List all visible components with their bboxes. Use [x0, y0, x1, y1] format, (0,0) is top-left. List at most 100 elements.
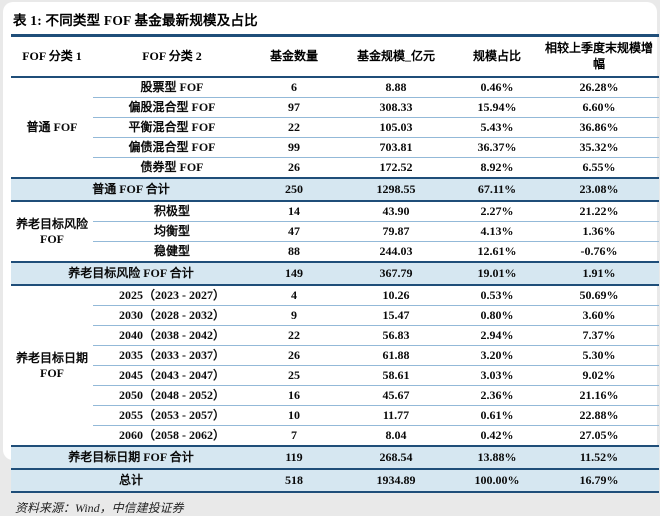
fund-count-cell: 26 — [251, 345, 337, 366]
growth-cell: -0.76% — [539, 241, 659, 263]
fund-scale-cell: 703.81 — [337, 137, 455, 158]
share-cell: 4.13% — [455, 221, 539, 242]
growth-cell: 22.88% — [539, 405, 659, 426]
share-cell: 2.36% — [455, 385, 539, 406]
fund-scale-cell: 1298.55 — [337, 177, 455, 203]
growth-cell: 5.30% — [539, 345, 659, 366]
growth-cell: 6.55% — [539, 157, 659, 179]
col-header-scale: 基金规模_亿元 — [337, 35, 455, 79]
fund-type-cell: 偏股混合型 FOF — [93, 97, 251, 118]
fund-scale-cell: 58.61 — [337, 365, 455, 386]
header-row: FOF 分类 1 FOF 分类 2 基金数量 基金规模_亿元 规模占比 相较上季… — [11, 35, 659, 79]
fund-type-cell: 偏债混合型 FOF — [93, 137, 251, 158]
share-cell: 0.42% — [455, 425, 539, 447]
fund-count-cell: 6 — [251, 76, 337, 98]
fund-scale-cell: 244.03 — [337, 241, 455, 263]
table-row: 平衡混合型 FOF 22 105.03 5.43% 36.86% — [11, 117, 659, 138]
growth-cell: 1.36% — [539, 221, 659, 242]
growth-cell: 23.08% — [539, 177, 659, 203]
table-row: 偏债混合型 FOF 99 703.81 36.37% 35.32% — [11, 137, 659, 158]
fund-scale-cell: 43.90 — [337, 200, 455, 222]
growth-cell: 9.02% — [539, 365, 659, 386]
fund-scale-cell: 8.04 — [337, 425, 455, 447]
table-title: 表 1: 不同类型 FOF 基金最新规模及占比 — [13, 13, 258, 28]
share-cell: 15.94% — [455, 97, 539, 118]
fund-scale-cell: 268.54 — [337, 445, 455, 471]
total-label-cell: 养老目标日期 FOF 合计 — [11, 445, 251, 471]
fund-scale-cell: 11.77 — [337, 405, 455, 426]
fund-scale-cell: 10.26 — [337, 284, 455, 306]
share-cell: 0.46% — [455, 76, 539, 98]
report-table-card: 表 1: 不同类型 FOF 基金最新规模及占比 FOF 分类 1 FOF 分类 … — [3, 2, 659, 515]
fund-count-cell: 26 — [251, 157, 337, 179]
fund-scale-cell: 172.52 — [337, 157, 455, 179]
fund-scale-cell: 61.88 — [337, 345, 455, 366]
share-cell: 0.53% — [455, 284, 539, 306]
col-header-count: 基金数量 — [251, 35, 337, 79]
share-cell: 2.27% — [455, 200, 539, 222]
fund-count-cell: 25 — [251, 365, 337, 386]
section-total-row: 普通 FOF 合计 250 1298.55 67.11% 23.08% — [11, 177, 659, 203]
growth-cell: 1.91% — [539, 261, 659, 287]
fund-count-cell: 149 — [251, 261, 337, 287]
group-cell-target-date-fof: 养老目标日期 FOF — [11, 284, 93, 447]
fund-count-cell: 22 — [251, 117, 337, 138]
growth-cell: 3.60% — [539, 305, 659, 326]
fund-type-cell: 2035（2033 - 2037） — [93, 345, 251, 366]
fund-type-cell: 2050（2048 - 2052） — [93, 385, 251, 406]
fund-scale-cell: 8.88 — [337, 76, 455, 98]
growth-cell: 36.86% — [539, 117, 659, 138]
fund-type-cell: 股票型 FOF — [93, 76, 251, 98]
section-total-row: 养老目标日期 FOF 合计 119 268.54 13.88% 11.52% — [11, 445, 659, 471]
total-label-cell: 养老目标风险 FOF 合计 — [11, 261, 251, 287]
source-note: 资料来源：Wind，中信建投证券 — [15, 501, 184, 516]
share-cell: 0.61% — [455, 405, 539, 426]
fund-count-cell: 518 — [251, 468, 337, 494]
fund-type-cell: 积极型 — [93, 200, 251, 222]
total-label-cell: 普通 FOF 合计 — [11, 177, 251, 203]
fund-scale-cell: 79.87 — [337, 221, 455, 242]
fund-count-cell: 250 — [251, 177, 337, 203]
fund-scale-cell: 105.03 — [337, 117, 455, 138]
share-cell: 8.92% — [455, 157, 539, 179]
col-header-category1: FOF 分类 1 — [11, 35, 93, 79]
fund-count-cell: 14 — [251, 200, 337, 222]
table-row: 2030（2028 - 2032） 9 15.47 0.80% 3.60% — [11, 305, 659, 326]
fund-scale-cell: 15.47 — [337, 305, 455, 326]
share-cell: 12.61% — [455, 241, 539, 263]
table-row: 普通 FOF 股票型 FOF 6 8.88 0.46% 26.28% — [11, 76, 659, 179]
fund-count-cell: 97 — [251, 97, 337, 118]
fund-type-cell: 2030（2028 - 2032） — [93, 305, 251, 326]
fund-type-cell: 2060（2058 - 2062） — [93, 425, 251, 447]
fund-type-cell: 稳健型 — [93, 241, 251, 263]
table-row: 2035（2033 - 2037） 26 61.88 3.20% 5.30% — [11, 345, 659, 366]
fund-scale-cell: 1934.89 — [337, 468, 455, 494]
share-cell: 36.37% — [455, 137, 539, 158]
growth-cell: 35.32% — [539, 137, 659, 158]
section-total-row: 养老目标风险 FOF 合计 149 367.79 19.01% 1.91% — [11, 261, 659, 287]
fund-scale-cell: 367.79 — [337, 261, 455, 287]
fund-type-cell: 2040（2038 - 2042） — [93, 325, 251, 346]
growth-cell: 21.22% — [539, 200, 659, 222]
table-row: 债券型 FOF 26 172.52 8.92% 6.55% — [11, 157, 659, 179]
table-row: 养老目标风险 FOF 积极型 14 43.90 2.27% 21.22% — [11, 200, 659, 263]
table-row: 2055（2053 - 2057） 10 11.77 0.61% 22.88% — [11, 405, 659, 426]
share-cell: 2.94% — [455, 325, 539, 346]
table-row: 2060（2058 - 2062） 7 8.04 0.42% 27.05% — [11, 425, 659, 447]
fund-count-cell: 16 — [251, 385, 337, 406]
fund-type-cell: 均衡型 — [93, 221, 251, 242]
grand-total-row: 总计 518 1934.89 100.00% 16.79% — [11, 468, 659, 494]
fund-count-cell: 10 — [251, 405, 337, 426]
share-cell: 3.03% — [455, 365, 539, 386]
group-cell-target-risk-fof: 养老目标风险 FOF — [11, 200, 93, 263]
fund-count-cell: 88 — [251, 241, 337, 263]
table-row: 偏股混合型 FOF 97 308.33 15.94% 6.60% — [11, 97, 659, 118]
total-label-cell: 总计 — [11, 468, 251, 494]
growth-cell: 11.52% — [539, 445, 659, 471]
fund-count-cell: 4 — [251, 284, 337, 306]
fund-type-cell: 2025（2023 - 2027） — [93, 284, 251, 306]
fund-type-cell: 2045（2043 - 2047） — [93, 365, 251, 386]
fund-type-cell: 平衡混合型 FOF — [93, 117, 251, 138]
share-cell: 13.88% — [455, 445, 539, 471]
share-cell: 19.01% — [455, 261, 539, 287]
